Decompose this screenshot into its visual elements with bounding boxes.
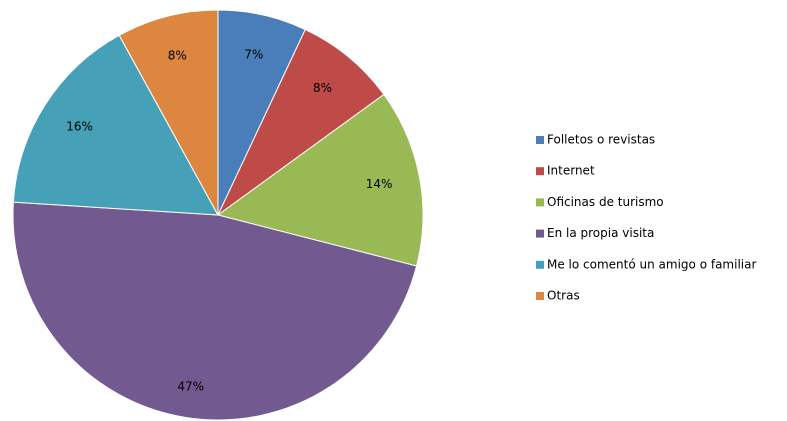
legend-swatch (536, 260, 544, 269)
pie-slice (216, 93, 424, 267)
legend-label: Oficinas de turismo (547, 195, 664, 209)
legend-label: En la propia visita (547, 226, 654, 240)
legend-label: Folletos o revistas (547, 133, 655, 147)
legend-swatch (536, 292, 544, 300)
data-label: 7% (244, 47, 263, 61)
legend-label: Internet (547, 164, 595, 178)
legend-swatch (536, 229, 544, 238)
legend-label: Me lo comentó un amigo o familiar (547, 257, 756, 271)
data-label: 8% (313, 81, 332, 95)
data-label: 47% (177, 380, 204, 394)
legend-swatch (536, 167, 544, 176)
pie-slice (217, 28, 385, 216)
legend-swatch (536, 198, 544, 207)
pie-slice (12, 201, 418, 421)
legend-label: Otras (547, 289, 580, 303)
data-label: 14% (366, 177, 393, 191)
pie-slice (12, 34, 219, 216)
data-label: 16% (66, 120, 93, 134)
legend-swatch (536, 136, 544, 144)
pie-slice (118, 9, 219, 216)
data-label: 8% (168, 49, 187, 63)
